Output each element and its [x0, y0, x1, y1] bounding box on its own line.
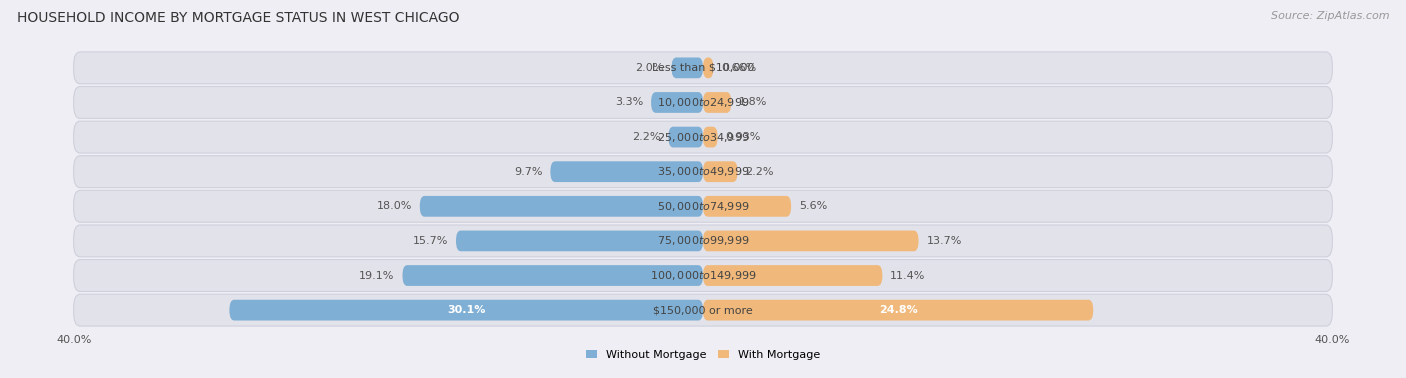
FancyBboxPatch shape	[73, 156, 1333, 187]
FancyBboxPatch shape	[73, 52, 1333, 84]
FancyBboxPatch shape	[703, 57, 713, 78]
FancyBboxPatch shape	[703, 92, 731, 113]
Text: $100,000 to $149,999: $100,000 to $149,999	[650, 269, 756, 282]
Text: $35,000 to $49,999: $35,000 to $49,999	[657, 165, 749, 178]
Text: 15.7%: 15.7%	[413, 236, 449, 246]
FancyBboxPatch shape	[703, 300, 1094, 321]
FancyBboxPatch shape	[229, 300, 703, 321]
Text: 30.1%: 30.1%	[447, 305, 485, 315]
FancyBboxPatch shape	[703, 161, 738, 182]
Text: 2.2%: 2.2%	[745, 167, 773, 177]
FancyBboxPatch shape	[73, 294, 1333, 326]
Text: 18.0%: 18.0%	[377, 201, 412, 211]
Text: 19.1%: 19.1%	[360, 271, 395, 280]
Text: 1.8%: 1.8%	[740, 98, 768, 107]
FancyBboxPatch shape	[703, 265, 883, 286]
FancyBboxPatch shape	[73, 260, 1333, 291]
FancyBboxPatch shape	[73, 87, 1333, 118]
Text: 2.2%: 2.2%	[633, 132, 661, 142]
Text: HOUSEHOLD INCOME BY MORTGAGE STATUS IN WEST CHICAGO: HOUSEHOLD INCOME BY MORTGAGE STATUS IN W…	[17, 11, 460, 25]
Text: $50,000 to $74,999: $50,000 to $74,999	[657, 200, 749, 213]
Text: $150,000 or more: $150,000 or more	[654, 305, 752, 315]
FancyBboxPatch shape	[703, 231, 918, 251]
FancyBboxPatch shape	[703, 127, 717, 147]
FancyBboxPatch shape	[420, 196, 703, 217]
Text: 3.3%: 3.3%	[614, 98, 643, 107]
Text: 0.93%: 0.93%	[725, 132, 761, 142]
FancyBboxPatch shape	[703, 196, 792, 217]
Text: Source: ZipAtlas.com: Source: ZipAtlas.com	[1271, 11, 1389, 21]
Text: 2.0%: 2.0%	[636, 63, 664, 73]
FancyBboxPatch shape	[402, 265, 703, 286]
Text: 24.8%: 24.8%	[879, 305, 918, 315]
Text: $75,000 to $99,999: $75,000 to $99,999	[657, 234, 749, 248]
FancyBboxPatch shape	[550, 161, 703, 182]
FancyBboxPatch shape	[73, 225, 1333, 257]
Legend: Without Mortgage, With Mortgage: Without Mortgage, With Mortgage	[582, 345, 824, 364]
Text: 13.7%: 13.7%	[927, 236, 962, 246]
Text: Less than $10,000: Less than $10,000	[652, 63, 754, 73]
Text: $10,000 to $24,999: $10,000 to $24,999	[657, 96, 749, 109]
FancyBboxPatch shape	[456, 231, 703, 251]
FancyBboxPatch shape	[672, 57, 703, 78]
Text: 11.4%: 11.4%	[890, 271, 925, 280]
FancyBboxPatch shape	[668, 127, 703, 147]
Text: 5.6%: 5.6%	[799, 201, 827, 211]
FancyBboxPatch shape	[73, 121, 1333, 153]
FancyBboxPatch shape	[651, 92, 703, 113]
Text: 0.66%: 0.66%	[721, 63, 756, 73]
FancyBboxPatch shape	[73, 191, 1333, 222]
Text: $25,000 to $34,999: $25,000 to $34,999	[657, 130, 749, 144]
Text: 9.7%: 9.7%	[515, 167, 543, 177]
